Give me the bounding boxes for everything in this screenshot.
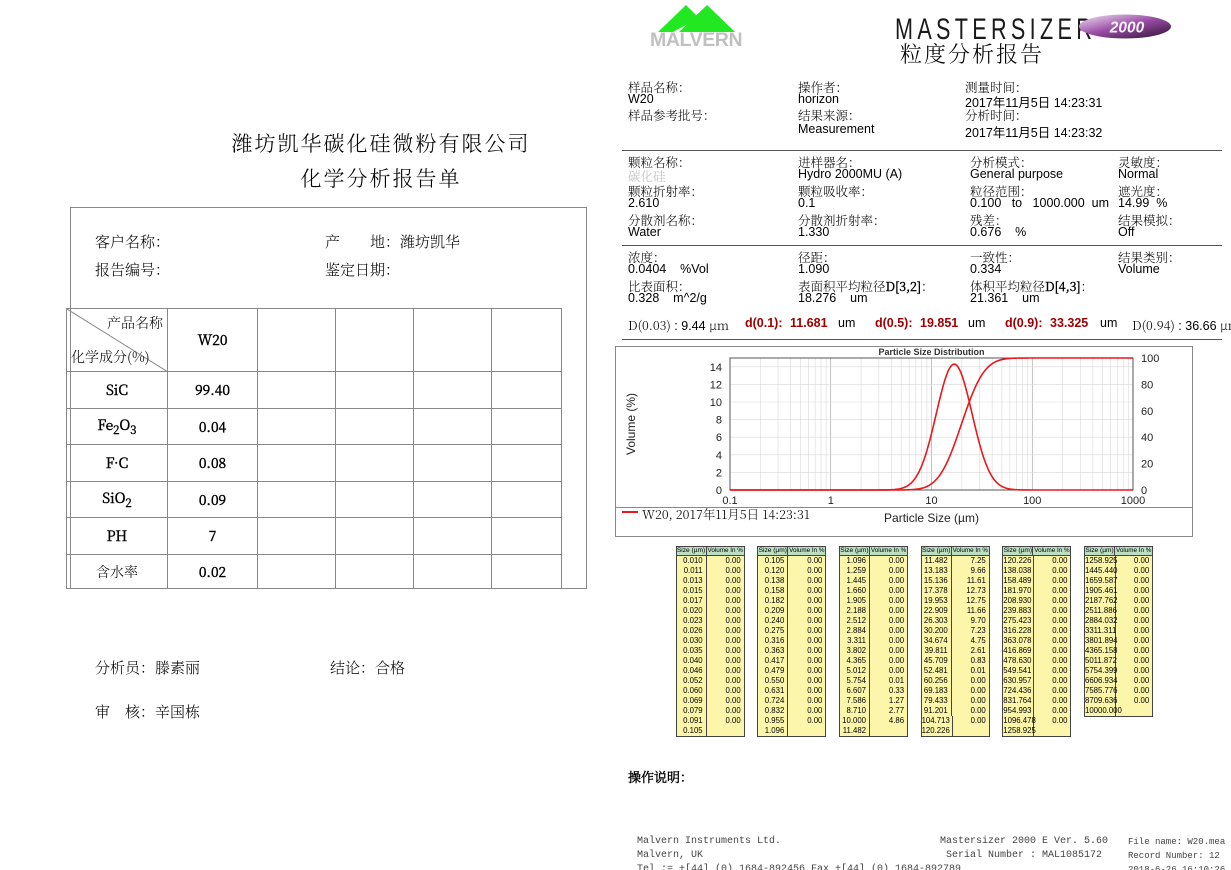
svg-text:MALVERN: MALVERN bbox=[650, 29, 742, 50]
svg-text:60: 60 bbox=[1141, 406, 1153, 418]
svg-text:12: 12 bbox=[710, 379, 722, 391]
svg-text:4: 4 bbox=[716, 450, 722, 462]
svg-text:80: 80 bbox=[1141, 379, 1153, 391]
svg-text:40: 40 bbox=[1141, 432, 1153, 444]
svg-text:Particle Size Distribution: Particle Size Distribution bbox=[878, 347, 984, 357]
svg-text:8: 8 bbox=[716, 415, 722, 427]
svg-text:6: 6 bbox=[716, 432, 722, 444]
svg-text:14: 14 bbox=[710, 362, 722, 374]
svg-text:20: 20 bbox=[1141, 459, 1153, 471]
svg-text:0: 0 bbox=[716, 485, 722, 497]
svg-text:Volume (%): Volume (%) bbox=[624, 393, 638, 455]
svg-text:2: 2 bbox=[716, 467, 722, 479]
svg-text:100: 100 bbox=[1141, 353, 1159, 365]
svg-text:2000: 2000 bbox=[1109, 20, 1145, 37]
svg-text:10: 10 bbox=[710, 397, 722, 409]
